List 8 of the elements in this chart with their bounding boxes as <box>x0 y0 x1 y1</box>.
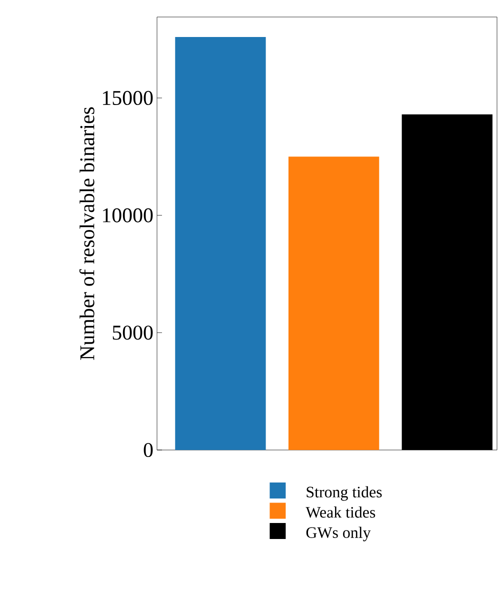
y-tick-label: 15000 <box>103 90 153 106</box>
legend-label: GWs only <box>306 526 371 542</box>
y-tick-label: 0 <box>144 442 153 458</box>
legend-label: Weak tides <box>306 506 376 518</box>
y-axis-title: Number of resolvable binaries <box>79 107 94 360</box>
legend-label: Strong tides <box>306 486 382 501</box>
y-tick-label: 5000 <box>112 326 153 340</box>
y-tick-label: 10000 <box>103 208 153 222</box>
